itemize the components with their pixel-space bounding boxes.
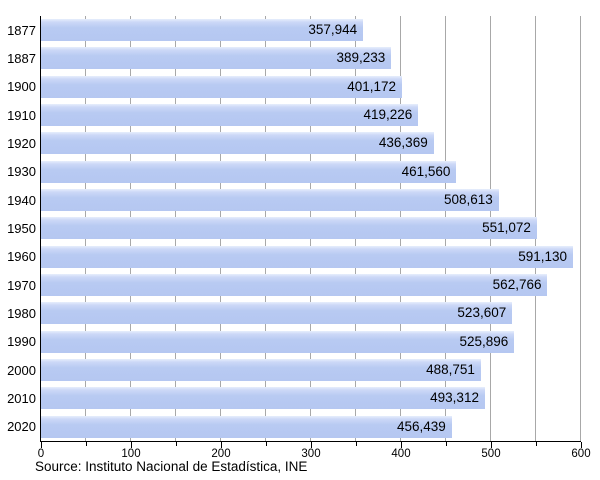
bar-value-label: 508,613	[443, 191, 493, 207]
x-axis-tick	[536, 442, 537, 446]
x-axis-tick-label: 500	[481, 448, 501, 460]
x-axis-tick	[221, 442, 222, 448]
bar-row: 591,130	[41, 243, 581, 271]
bar-value-label: 488,751	[426, 361, 475, 377]
bar-row: 461,560	[41, 158, 581, 186]
x-axis-tick	[356, 442, 357, 446]
bar-value-label: 357,944	[308, 22, 358, 37]
bar: 456,439	[41, 415, 452, 438]
x-axis-tick	[86, 442, 87, 446]
y-axis-labels: 1877 1887 1900 1910 1920 1930 1940 1950 1960 1970…	[0, 16, 36, 441]
bar-value-label: 401,172	[347, 78, 397, 94]
bar: 488,751	[41, 358, 481, 381]
bar-row: 523,607	[41, 299, 581, 327]
y-axis-label: 2010	[7, 390, 36, 406]
y-axis-label: 1950	[7, 220, 36, 236]
y-axis-label: 1930	[7, 164, 36, 180]
bar-row: 551,072	[41, 214, 581, 242]
x-axis-tick-label: 600	[571, 448, 591, 460]
y-axis-label: 1980	[7, 305, 36, 321]
y-axis-label: 1990	[7, 334, 36, 350]
bar-row: 562,766	[41, 271, 581, 299]
bar-row: 508,613	[41, 186, 581, 214]
x-axis-tick	[266, 442, 267, 446]
x-axis-tick-label: 100	[121, 448, 141, 460]
bar-value-label: 591,130	[518, 248, 568, 264]
bar-row: 419,226	[41, 101, 581, 129]
y-axis-label: 2020	[7, 419, 36, 435]
bar-row: 456,439	[41, 413, 581, 441]
y-axis-label: 1940	[7, 192, 36, 208]
y-axis-label: 1920	[7, 135, 36, 151]
bar-value-label: 525,896	[459, 333, 509, 349]
x-axis-tick	[41, 442, 42, 448]
y-axis-label: 1900	[7, 79, 36, 95]
bar: 591,130	[41, 245, 574, 268]
x-axis-tick	[581, 442, 582, 448]
bar-row: 389,233	[41, 44, 581, 72]
y-axis-label: 1887	[7, 50, 36, 66]
y-axis-label: 2000	[7, 362, 36, 378]
bar-value-label: 456,439	[396, 418, 446, 434]
bar: 401,172	[41, 75, 403, 98]
bar-row: 357,944	[41, 16, 581, 44]
bar: 357,944	[41, 19, 364, 41]
bar: 562,766	[41, 273, 548, 296]
source-note: Source: Instituto Nacional de Estadístic…	[35, 459, 308, 474]
bar-value-label: 419,226	[363, 106, 413, 122]
bar-row: 401,172	[41, 73, 581, 101]
y-axis-label: 1970	[7, 277, 36, 293]
plot-area: 357,944 389,233 401,172 419,226 436,369 461,5…	[40, 16, 581, 442]
x-axis-tick-label: 300	[301, 448, 321, 460]
bar: 508,613	[41, 188, 499, 211]
bar-value-label: 389,233	[336, 50, 386, 66]
x-axis-tick-label: 0	[37, 448, 45, 460]
x-axis-tick	[491, 442, 492, 448]
x-axis-tick	[446, 442, 447, 446]
bar-value-label: 461,560	[401, 163, 451, 179]
bar-value-label: 436,369	[378, 135, 428, 151]
y-axis-label: 1910	[7, 107, 36, 123]
x-axis-tick-label: 200	[211, 448, 231, 460]
bar-value-label: 493,312	[430, 390, 479, 406]
bar: 493,312	[41, 387, 485, 410]
bar: 525,896	[41, 330, 515, 353]
bar: 523,607	[41, 302, 513, 325]
x-axis-tick	[401, 442, 402, 448]
bar-rows: 357,944 389,233 401,172 419,226 436,369 461,5…	[41, 16, 581, 441]
y-axis-label: 1960	[7, 249, 36, 265]
gridline	[580, 16, 581, 441]
bar-value-label: 562,766	[492, 276, 542, 292]
bar-row: 493,312	[41, 384, 581, 412]
bar: 419,226	[41, 103, 419, 126]
bar: 389,233	[41, 47, 392, 70]
bar: 436,369	[41, 132, 434, 155]
bar-row: 525,896	[41, 328, 581, 356]
bar: 461,560	[41, 160, 457, 183]
bar-value-label: 551,072	[482, 220, 531, 236]
x-axis-tick	[176, 442, 177, 446]
bar-value-label: 523,607	[457, 305, 507, 321]
bar-row: 436,369	[41, 129, 581, 157]
bar-row: 488,751	[41, 356, 581, 384]
x-axis-tick	[131, 442, 132, 448]
x-axis-tick-label: 400	[391, 448, 411, 460]
y-axis-label: 1877	[7, 22, 36, 38]
bar: 551,072	[41, 217, 537, 240]
x-axis-tick	[311, 442, 312, 448]
x-axis: 0 100 200 300 400 500 600	[37, 442, 591, 466]
